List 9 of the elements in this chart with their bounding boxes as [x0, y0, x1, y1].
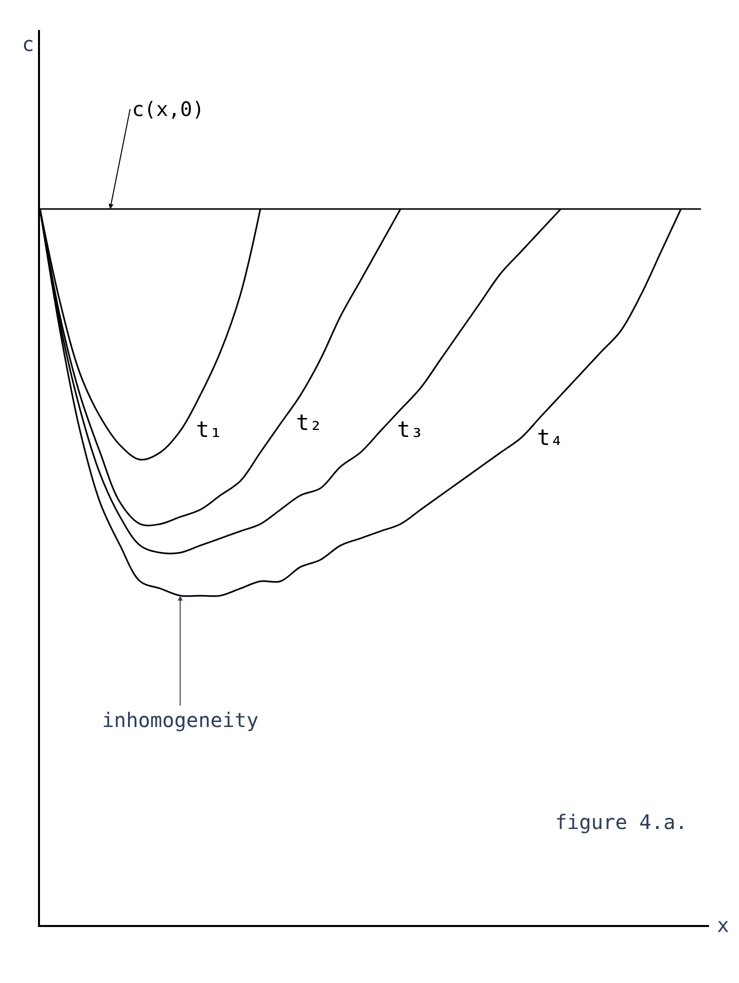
x-axis-title: x: [717, 913, 730, 937]
series-label: t₁: [196, 418, 222, 443]
text: c(x,0): [132, 97, 204, 121]
series-label: t₃: [397, 418, 424, 443]
series-label: t₂: [296, 411, 322, 436]
annotation: figure 4.a.: [555, 810, 688, 834]
annotation: inhomogeneity: [102, 708, 259, 732]
series-label: t₄: [537, 426, 564, 451]
text: c: [22, 32, 34, 56]
